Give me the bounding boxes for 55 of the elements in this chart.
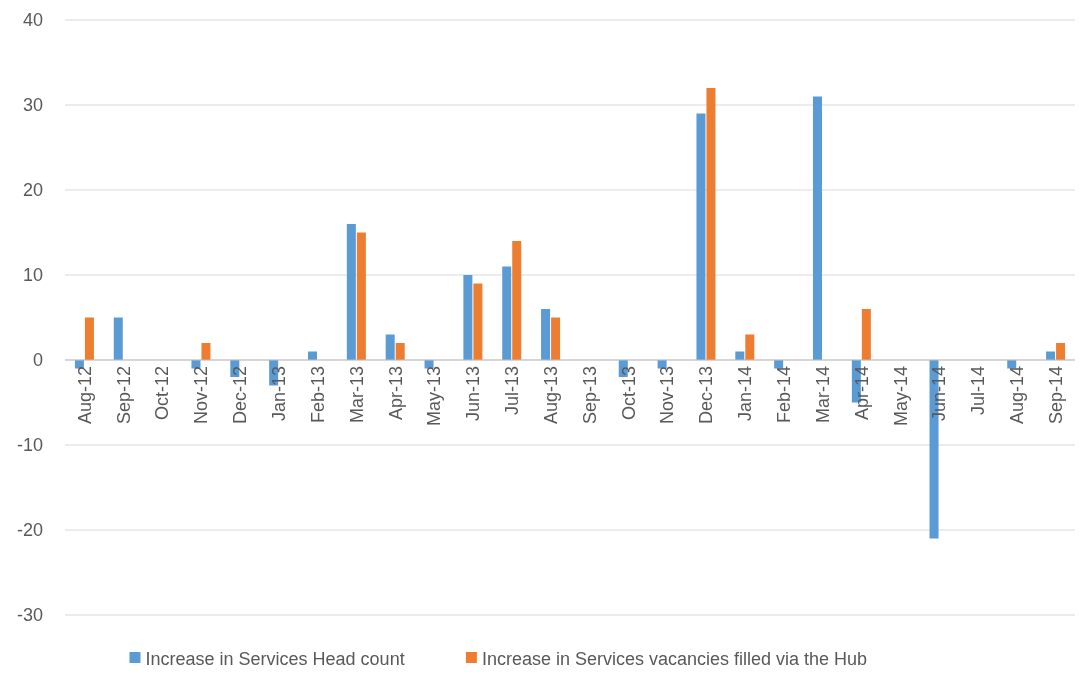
bar xyxy=(706,88,716,360)
x-tick-label: Jun-14 xyxy=(929,366,950,422)
bar xyxy=(502,266,512,360)
y-tick-label: -10 xyxy=(16,435,43,456)
y-tick-label: -20 xyxy=(16,520,43,541)
x-tick-label: Jun-13 xyxy=(463,366,484,422)
x-tick-label: May-14 xyxy=(890,366,911,427)
bar xyxy=(551,317,561,360)
y-tick-label: -30 xyxy=(16,605,43,626)
bar xyxy=(385,334,395,360)
x-tick-label: Jul-13 xyxy=(502,366,523,416)
bar xyxy=(346,224,356,360)
x-tick-label: Feb-13 xyxy=(307,366,328,424)
bar xyxy=(395,343,405,360)
x-tick-label: Dec-13 xyxy=(696,366,717,425)
y-tick-label: 10 xyxy=(22,265,43,286)
x-tick-label: Jul-14 xyxy=(968,366,989,416)
bar xyxy=(512,241,522,360)
bar xyxy=(861,309,871,360)
x-tick-label: Sep-13 xyxy=(579,366,600,425)
bar xyxy=(356,232,366,360)
x-tick-label: Nov-13 xyxy=(657,366,678,425)
x-tick-label: Jan-13 xyxy=(268,366,289,422)
x-tick-label: Oct-12 xyxy=(152,366,173,421)
y-tick-label: 0 xyxy=(32,350,43,371)
bar xyxy=(84,317,94,360)
x-tick-label: Jan-14 xyxy=(735,366,756,422)
bar xyxy=(113,317,123,360)
bar xyxy=(1056,343,1066,360)
x-tick-label: Aug-12 xyxy=(74,366,95,425)
bar xyxy=(541,309,551,360)
y-tick-label: 40 xyxy=(22,10,43,31)
x-tick-label: Sep-12 xyxy=(113,366,134,425)
x-tick-label: Aug-14 xyxy=(1007,366,1028,425)
bar xyxy=(473,283,483,360)
legend-label: Increase in Services Head count xyxy=(145,649,405,670)
y-tick-label: 20 xyxy=(22,180,43,201)
x-tick-label: Apr-13 xyxy=(385,366,406,421)
bar xyxy=(696,113,706,360)
bar xyxy=(813,96,822,360)
x-tick-label: Mar-14 xyxy=(812,366,833,424)
bar xyxy=(201,343,211,360)
x-tick-label: Apr-14 xyxy=(851,366,872,421)
bar xyxy=(463,275,473,360)
legend-label: Increase in Services vacancies filled via the Hub xyxy=(481,649,868,670)
x-tick-label: Oct-13 xyxy=(618,366,639,421)
x-tick-label: Feb-14 xyxy=(773,366,794,424)
x-tick-label: Mar-13 xyxy=(346,366,367,424)
x-tick-label: Dec-12 xyxy=(230,366,251,425)
y-tick-label: 30 xyxy=(22,95,43,116)
bar xyxy=(745,334,755,360)
x-tick-label: Sep-14 xyxy=(1045,366,1066,425)
x-tick-label: May-13 xyxy=(424,366,445,427)
x-tick-label: Aug-13 xyxy=(540,366,561,425)
x-tick-label: Nov-12 xyxy=(191,366,212,425)
